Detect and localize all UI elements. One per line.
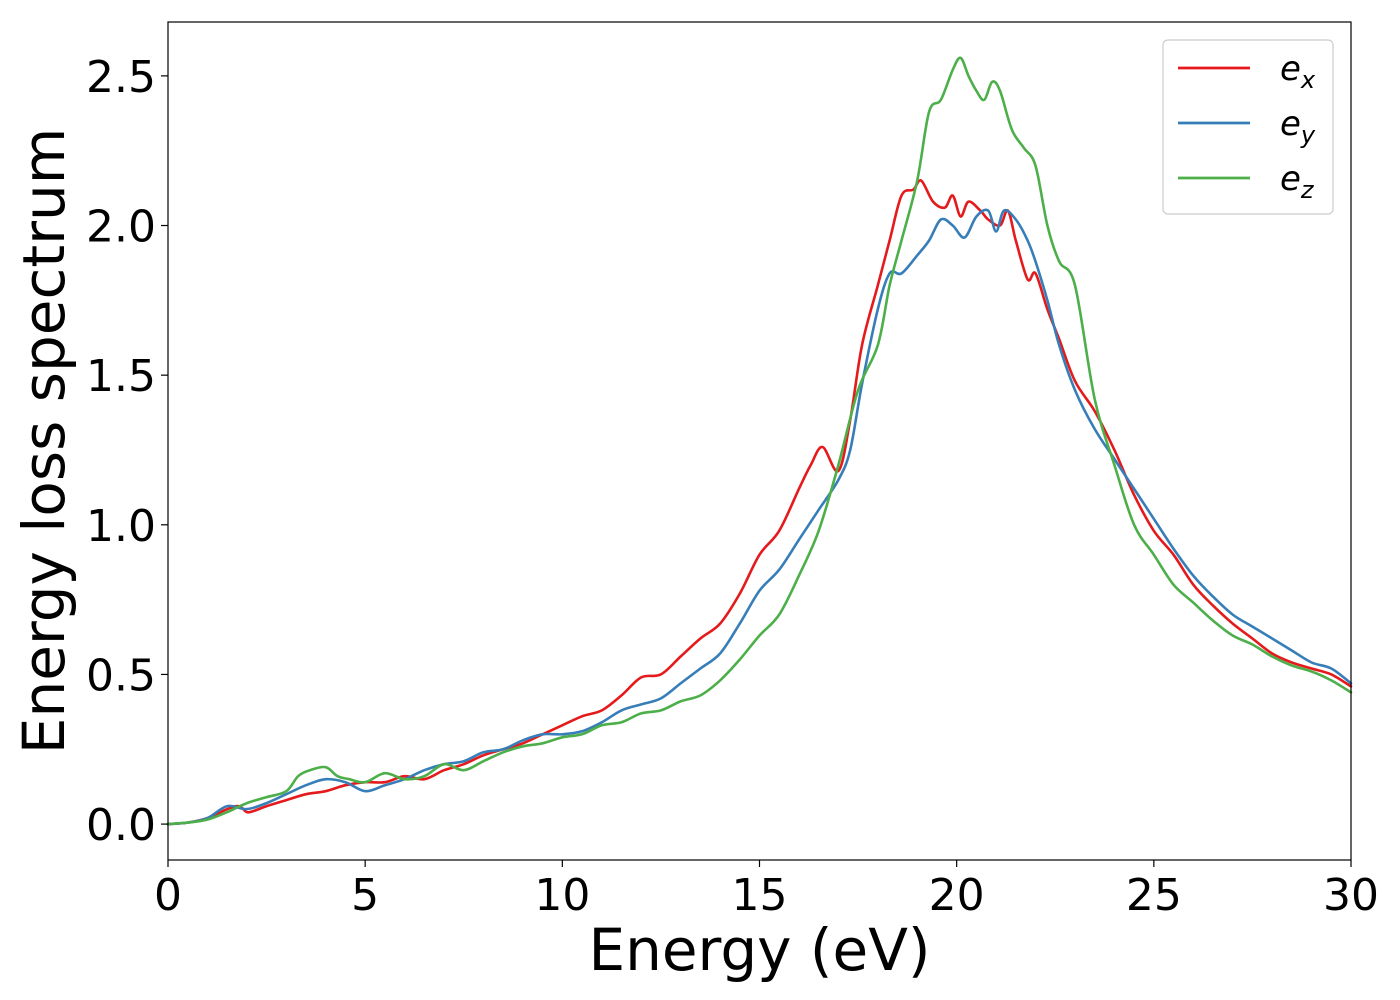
series-line-z — [166, 56, 1353, 826]
legend: ex ey ez — [1162, 39, 1334, 215]
y-axis-ticks: 0.0 0.5 1.0 1.5 2.0 2.5 — [86, 52, 168, 851]
x-tick-label: 30 — [1323, 870, 1379, 921]
y-axis-title: Energy loss spectrum — [10, 128, 78, 754]
y-tick-label: 0.0 — [86, 800, 156, 851]
legend-label-y: ey — [1280, 104, 1316, 149]
x-tick-label: 10 — [534, 870, 590, 921]
legend-label-z: ez — [1280, 159, 1315, 204]
y-tick-label: 2.5 — [86, 52, 156, 103]
y-tick-label: 0.5 — [86, 650, 156, 701]
y-tick-label: 1.5 — [86, 351, 156, 402]
x-tick-label: 25 — [1126, 870, 1182, 921]
x-axis-ticks: 0 5 10 15 20 25 30 — [154, 860, 1379, 921]
x-tick-label: 5 — [351, 870, 379, 921]
y-tick-label: 1.0 — [86, 501, 156, 552]
legend-label-x: ex — [1280, 49, 1316, 94]
x-tick-label: 20 — [929, 870, 985, 921]
series-layer — [166, 56, 1353, 826]
y-tick-label: 2.0 — [86, 202, 156, 253]
x-tick-label: 15 — [732, 870, 788, 921]
x-tick-label: 0 — [154, 870, 182, 921]
series-line-y — [166, 208, 1353, 826]
legend-frame — [1162, 39, 1334, 215]
x-axis-title: Energy (eV) — [588, 916, 930, 984]
